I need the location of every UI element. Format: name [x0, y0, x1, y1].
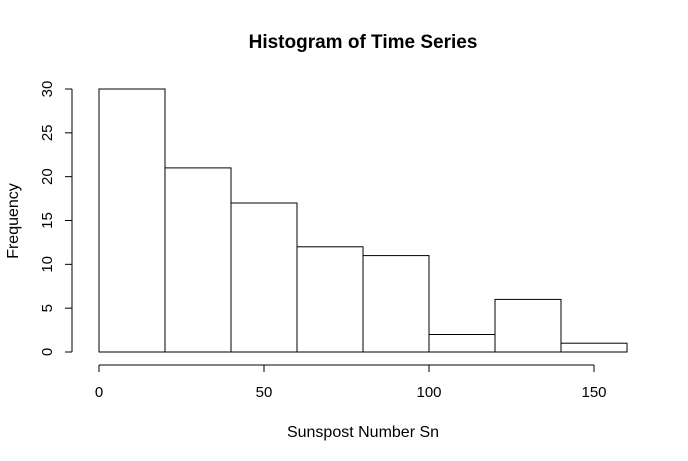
x-tick-label-3: 150 [581, 384, 606, 401]
y-tick-label-3: 15 [39, 212, 56, 229]
y-tick-label-0: 0 [39, 348, 56, 356]
y-tick-label-5: 25 [39, 124, 56, 141]
y-tick-label-1: 5 [39, 304, 56, 312]
x-axis-label: Sunspost Number Sn [287, 424, 439, 441]
chart-title: Histogram of Time Series [249, 32, 478, 53]
y-tick-label-2: 10 [39, 256, 56, 273]
x-tick-label-2: 100 [416, 384, 441, 401]
bar-3 [296, 246, 364, 353]
y-axis: 0 5 10 15 20 25 30 [39, 81, 73, 356]
bar-2 [230, 202, 298, 353]
x-axis: 0 50 100 150 [95, 364, 607, 401]
bar-7 [560, 342, 628, 353]
y-axis-label: Frequency [5, 183, 22, 259]
bars-layer [98, 88, 628, 353]
bar-0 [98, 88, 166, 353]
y-tick-label-4: 20 [39, 168, 56, 185]
x-tick-label-0: 0 [95, 384, 103, 401]
bar-5 [428, 334, 496, 353]
bar-1 [164, 167, 232, 353]
bar-6 [494, 298, 562, 353]
x-tick-label-1: 50 [256, 384, 273, 401]
y-tick-label-6: 30 [39, 81, 56, 98]
bar-4 [362, 255, 430, 353]
